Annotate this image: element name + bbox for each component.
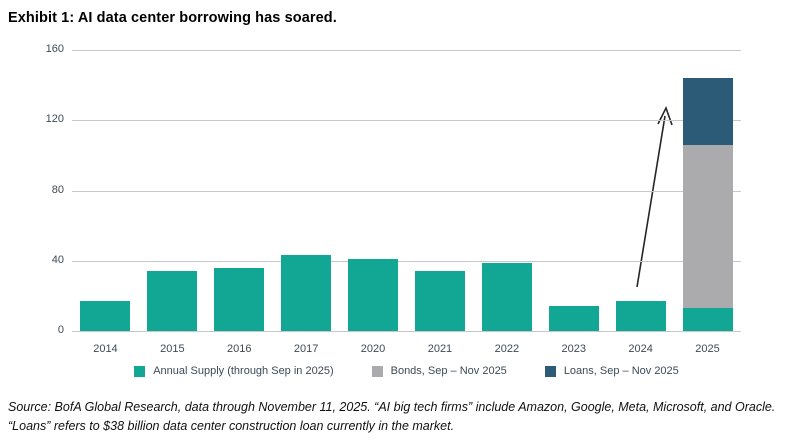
- bar-2016-annual: [214, 267, 265, 331]
- bar-2017-annual: [281, 255, 332, 331]
- y-axis-tick-120: 120: [45, 113, 64, 126]
- bar-2022-annual: [481, 262, 532, 331]
- x-axis-tick-2024: 2024: [628, 343, 653, 355]
- y-axis-tick-160: 160: [45, 43, 64, 55]
- source-note-line1: Source: BofA Global Research, data throu…: [8, 400, 776, 414]
- y-axis-tick-40: 40: [51, 253, 64, 266]
- legend-swatch-icon: [371, 365, 383, 377]
- bar-2020-annual: [348, 259, 399, 331]
- bar-2025-bonds: [682, 144, 733, 309]
- bar-2023-annual: [548, 306, 599, 331]
- source-note: Source: BofA Global Research, data throu…: [8, 398, 804, 436]
- x-axis-tick-2014: 2014: [93, 343, 118, 355]
- x-axis-tick-2015: 2015: [160, 343, 185, 355]
- bar-2014-annual: [80, 301, 131, 331]
- bar-2025-loans: [682, 78, 733, 145]
- legend-item-0: Annual Supply (through Sep in 2025): [134, 365, 334, 377]
- legend-label: Loans, Sep – Nov 2025: [563, 365, 679, 377]
- x-axis-tick-2020: 2020: [360, 343, 386, 355]
- gridline-y-0: [72, 331, 741, 332]
- source-note-line2: “Loans” refers to $38 billion data cente…: [8, 418, 455, 433]
- bar-2021-annual: [414, 271, 465, 331]
- gridline-y-160: [72, 50, 741, 51]
- legend-swatch-icon: [544, 365, 556, 377]
- legend-item-2: Loans, Sep – Nov 2025: [544, 365, 679, 377]
- x-axis-tick-2016: 2016: [227, 343, 252, 355]
- legend-label: Bonds, Sep – Nov 2025: [390, 365, 507, 377]
- bar-2015-annual: [147, 271, 198, 331]
- y-axis-tick-0: 0: [57, 324, 64, 336]
- x-axis-tick-2023: 2023: [561, 343, 586, 355]
- bar-2025-annual: [682, 308, 733, 331]
- x-axis-tick-2025: 2025: [695, 343, 720, 355]
- legend: Annual Supply (through Sep in 2025) Bonds…: [72, 365, 741, 377]
- gridline-y-80: [72, 190, 741, 192]
- legend-item-1: Bonds, Sep – Nov 2025: [371, 365, 507, 377]
- chart-title: Exhibit 1: AI data center borrowing has …: [8, 10, 337, 26]
- gridline-y-40: [72, 260, 741, 262]
- bar-2024-annual: [615, 301, 666, 331]
- x-axis-tick-2021: 2021: [427, 343, 453, 355]
- surge-arrow: [636, 105, 673, 288]
- gridline-y-120: [72, 120, 741, 122]
- x-axis-tick-2017: 2017: [293, 343, 319, 355]
- legend-swatch-icon: [134, 365, 146, 377]
- x-axis-tick-2022: 2022: [494, 343, 520, 355]
- y-axis-tick-80: 80: [51, 183, 64, 196]
- plot-area: 0 40 80 120 160 2014 2015 2016 2017 2020 2021 2022 2…: [46, 43, 741, 355]
- legend-label: Annual Supply (through Sep in 2025): [153, 365, 334, 377]
